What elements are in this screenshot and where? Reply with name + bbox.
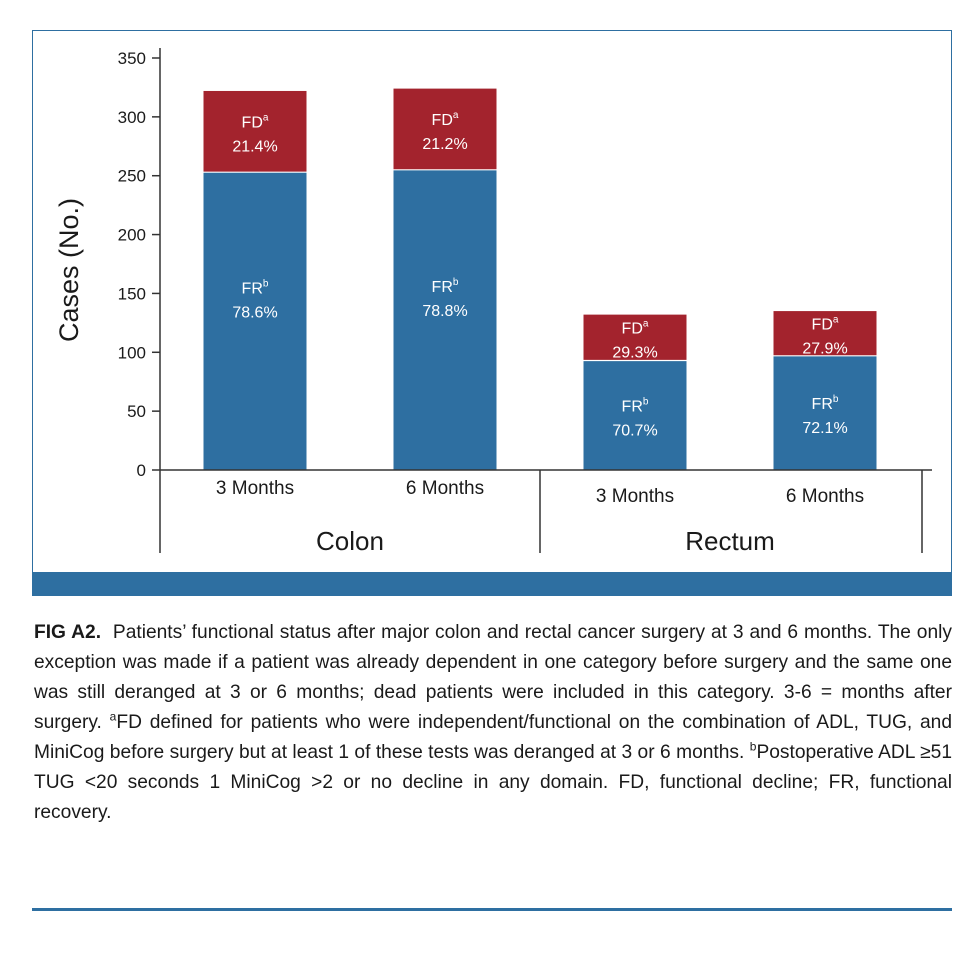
caption-text-1: Patients’ functional status after major … bbox=[34, 622, 953, 733]
caption-sup-a: a bbox=[109, 709, 117, 724]
x-axis: 3 Months 6 Months 3 Months 6 Months Colon Rec… bbox=[159, 469, 932, 556]
fd-segment-percent: 27.9% bbox=[802, 340, 847, 357]
fr-segment-label-sup: b bbox=[453, 277, 459, 288]
y-tick-label: 300 bbox=[118, 108, 146, 127]
fd-segment-percent: 21.2% bbox=[422, 136, 467, 153]
fd-segment-label-sup: a bbox=[453, 110, 459, 121]
fd-segment-label: FDa bbox=[242, 113, 269, 132]
caption-text-2: FD defined for patients who were indepen… bbox=[34, 712, 953, 763]
fr-segment-label: FRb bbox=[622, 396, 649, 415]
y-axis: 0 50 100 150 200 250 300 350 bbox=[118, 48, 161, 480]
fd-segment-label: FDa bbox=[432, 110, 459, 129]
bars: FDa 21.4% FRb 78.6% FDa 21.2% FRb 78.8% FDa 29.3%… bbox=[203, 88, 877, 471]
bar-fd-segment bbox=[583, 314, 687, 361]
fr-segment-percent: 72.1% bbox=[802, 420, 847, 437]
caption-text-3: Postoperative ADL ≥51 TUG <20 seconds 1 … bbox=[34, 742, 952, 823]
y-axis-label: Cases (No.) bbox=[54, 198, 84, 342]
fr-segment-label-sup: b bbox=[833, 394, 839, 405]
y-tick-label: 50 bbox=[127, 402, 146, 421]
figure-caption: FIG A2. Patients’ functional status afte… bbox=[34, 618, 952, 828]
fd-segment-label-sup: a bbox=[833, 314, 839, 325]
bar-fd-segment bbox=[773, 311, 877, 356]
x-category-label: 3 Months bbox=[596, 486, 674, 507]
x-group-label: Colon bbox=[316, 526, 384, 556]
fd-segment-label-sup: a bbox=[263, 113, 269, 124]
fd-segment-label: FDa bbox=[812, 314, 839, 333]
fr-segment-percent: 70.7% bbox=[612, 422, 657, 439]
figure-label: FIG A2. bbox=[34, 622, 102, 643]
bar-fd-segment bbox=[393, 88, 497, 170]
bar-fr-segment bbox=[203, 172, 307, 470]
y-tick-label: 350 bbox=[118, 49, 146, 68]
y-tick-label: 0 bbox=[137, 461, 146, 480]
bottom-rule bbox=[32, 908, 952, 911]
x-group-label: Rectum bbox=[685, 526, 775, 556]
bar-fr-segment bbox=[393, 169, 497, 471]
fr-segment-percent: 78.8% bbox=[422, 303, 467, 320]
fr-segment-label: FRb bbox=[432, 277, 459, 296]
caption-sup-b: b bbox=[749, 739, 757, 754]
y-tick-label: 200 bbox=[118, 226, 146, 245]
fd-segment-label: FDa bbox=[622, 319, 649, 338]
fd-segment-label-sup: a bbox=[643, 319, 649, 330]
fd-segment-percent: 21.4% bbox=[232, 139, 277, 156]
bar-fr-segment bbox=[773, 355, 877, 470]
fr-segment-label: FRb bbox=[812, 394, 839, 413]
fr-segment-percent: 78.6% bbox=[232, 304, 277, 321]
x-category-label: 6 Months bbox=[406, 478, 484, 499]
figure-band bbox=[32, 572, 952, 596]
fr-segment-label-sup: b bbox=[263, 278, 269, 289]
bar-fr-segment bbox=[583, 360, 687, 470]
y-tick-label: 250 bbox=[118, 167, 146, 186]
x-category-label: 3 Months bbox=[216, 478, 294, 499]
fd-segment-percent: 29.3% bbox=[612, 345, 657, 362]
fr-segment-label-sup: b bbox=[643, 396, 649, 407]
x-category-label: 6 Months bbox=[786, 486, 864, 507]
y-tick-label: 100 bbox=[118, 343, 146, 362]
fr-segment-label: FRb bbox=[242, 278, 269, 297]
bar-fd-segment bbox=[203, 90, 307, 173]
y-tick-label: 150 bbox=[118, 284, 146, 303]
